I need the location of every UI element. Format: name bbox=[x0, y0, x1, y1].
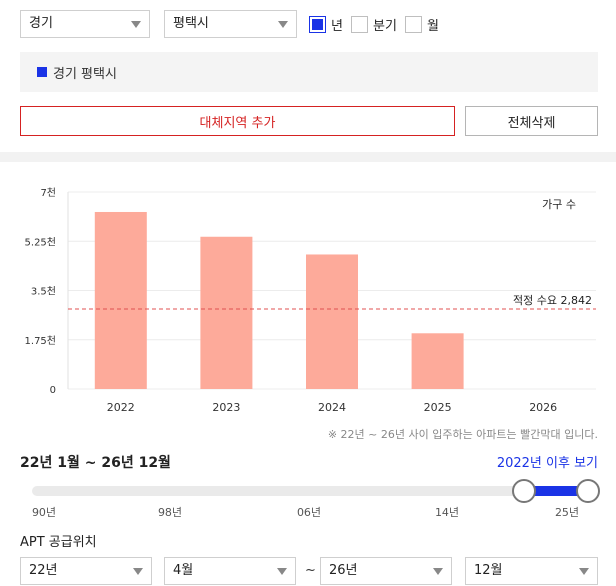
selected-region-bar: 경기 평택시 bbox=[20, 52, 598, 92]
province-select-value: 경기 bbox=[29, 16, 53, 31]
reference-line-label: 적정 수요 2,842 bbox=[513, 294, 592, 307]
period-quarter-label: 분기 bbox=[373, 18, 397, 34]
chevron-down-icon bbox=[579, 568, 589, 575]
chart-y-ticks: 0 1.75천 3.5천 5.25천 7천 bbox=[25, 187, 56, 396]
slider-ticks: 90년 98년 06년 14년 25년 bbox=[0, 504, 616, 520]
add-region-button[interactable]: 대체지역 추가 bbox=[20, 106, 455, 136]
end-year-select[interactable]: 26년 bbox=[320, 557, 452, 585]
chevron-down-icon bbox=[131, 21, 141, 28]
slider-tick: 90년 bbox=[31, 506, 57, 519]
province-select[interactable]: 경기 bbox=[20, 10, 150, 38]
clear-all-button[interactable]: 전체삭제 bbox=[465, 106, 598, 136]
range-label: 22년 1월 ~ 26년 12월 bbox=[20, 455, 171, 471]
bar-2024 bbox=[306, 254, 358, 389]
checkbox-checked-icon bbox=[309, 15, 326, 33]
x-tick-label: 2022 bbox=[107, 401, 135, 414]
end-month-value: 12월 bbox=[474, 563, 503, 578]
period-month-label: 월 bbox=[427, 18, 439, 34]
period-year-label: 년 bbox=[331, 18, 343, 34]
range-tilde: ~ bbox=[305, 563, 316, 578]
city-select[interactable]: 평택시 bbox=[164, 10, 297, 38]
chevron-down-icon bbox=[278, 21, 288, 28]
chart-x-ticks: 2022 2023 2024 2025 2026 bbox=[107, 401, 557, 414]
chevron-down-icon bbox=[277, 568, 287, 575]
slider-tick: 14년 bbox=[434, 506, 460, 519]
checkbox-icon bbox=[351, 15, 368, 33]
apt-section-title: APT 공급위치 bbox=[20, 535, 97, 550]
year-range-slider[interactable] bbox=[32, 479, 600, 503]
start-year-value: 22년 bbox=[29, 563, 58, 578]
period-quarter-checkbox[interactable]: 분기 bbox=[351, 15, 397, 34]
period-year-checkbox[interactable]: 년 bbox=[309, 15, 343, 34]
period-month-checkbox[interactable]: 월 bbox=[405, 15, 439, 34]
y-tick-label: 1.75천 bbox=[25, 335, 56, 347]
y-tick-label: 3.5천 bbox=[31, 286, 56, 298]
slider-tick: 06년 bbox=[296, 506, 322, 519]
y-tick-label: 0 bbox=[50, 385, 56, 396]
city-select-value: 평택시 bbox=[173, 16, 209, 31]
legend-square-icon bbox=[37, 67, 47, 77]
y-tick-label: 5.25천 bbox=[25, 236, 56, 248]
supply-bar-chart: 0 1.75천 3.5천 5.25천 7천 2022 2023 2024 2025 2026 적… bbox=[25, 187, 596, 414]
chart-bars bbox=[94, 211, 464, 389]
chevron-down-icon bbox=[133, 568, 143, 575]
end-year-value: 26년 bbox=[329, 563, 358, 578]
x-tick-label: 2024 bbox=[318, 401, 346, 414]
chart-series-label: 가구 수 bbox=[542, 198, 576, 211]
bar-2025 bbox=[411, 333, 464, 389]
y-tick-label: 7천 bbox=[40, 187, 56, 199]
range-row: 22년 1월 ~ 26년 12월 2022년 이후 보기 bbox=[20, 452, 598, 472]
slider-tick: 25년 bbox=[554, 506, 580, 519]
start-year-select[interactable]: 22년 bbox=[20, 557, 152, 585]
end-month-select[interactable]: 12월 bbox=[465, 557, 598, 585]
bar-2023 bbox=[200, 236, 253, 389]
chevron-down-icon bbox=[433, 568, 443, 575]
checkbox-icon bbox=[405, 15, 422, 33]
x-tick-label: 2026 bbox=[529, 401, 557, 414]
slider-tick: 98년 bbox=[157, 506, 183, 519]
selected-region-label: 경기 평택시 bbox=[53, 66, 117, 82]
x-tick-label: 2023 bbox=[212, 401, 240, 414]
section-divider bbox=[0, 152, 616, 162]
x-tick-label: 2025 bbox=[424, 401, 452, 414]
bar-2022 bbox=[94, 211, 147, 389]
slider-fill bbox=[523, 486, 588, 496]
start-month-value: 4월 bbox=[173, 563, 194, 578]
start-month-select[interactable]: 4월 bbox=[164, 557, 296, 585]
slider-start-handle[interactable] bbox=[511, 479, 536, 503]
chart-note: ※ 22년 ~ 26년 사이 입주하는 아파트는 빨간막대 입니다. bbox=[327, 428, 598, 441]
slider-end-handle[interactable] bbox=[576, 479, 600, 503]
view-since-2022-link[interactable]: 2022년 이후 보기 bbox=[496, 456, 598, 471]
